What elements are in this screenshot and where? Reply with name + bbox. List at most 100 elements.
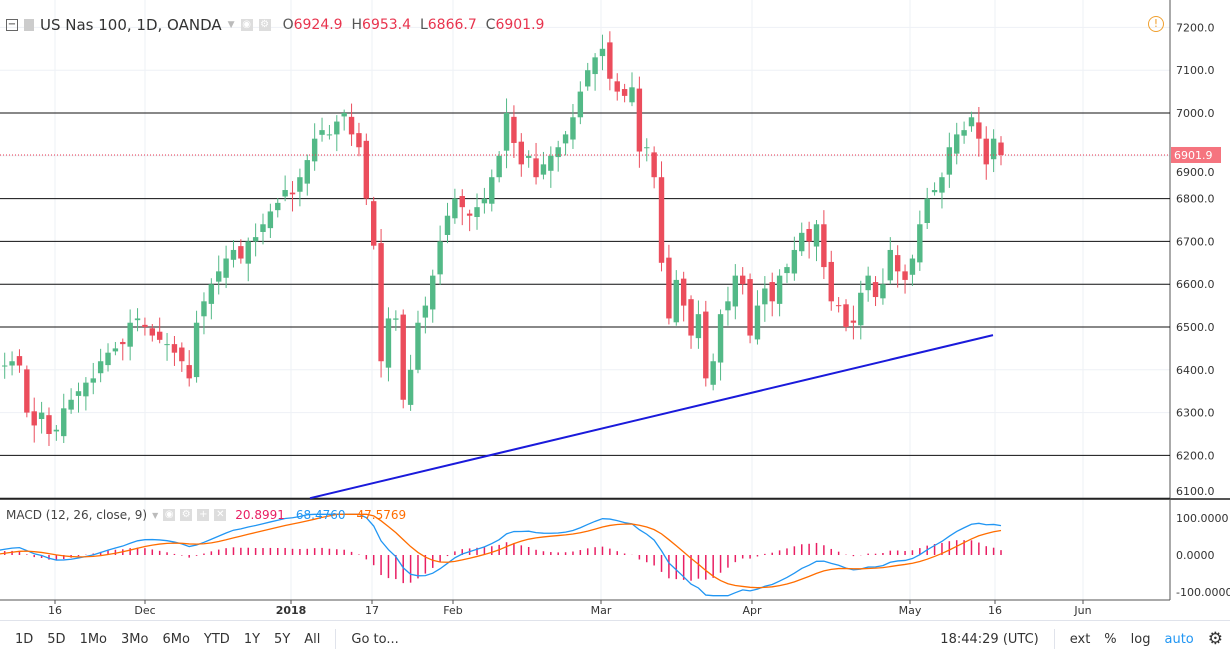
candle-body [386,318,391,367]
candle [142,318,147,336]
candle [947,133,952,188]
candle-body [423,306,428,318]
candle-body [762,288,767,304]
range-5y[interactable]: 5Y [267,632,297,647]
visibility-icon[interactable]: ◉ [163,509,175,521]
candle-body [570,117,575,139]
candle [223,246,228,288]
candle [305,155,310,196]
candle-body [710,361,715,385]
candle-body [474,207,479,217]
range-5d[interactable]: 5D [40,632,72,647]
macd-title[interactable]: MACD (12, 26, close, 9) [6,508,147,522]
candle-body [600,49,605,56]
candle [135,308,140,331]
range-6mo[interactable]: 6Mo [155,632,196,647]
goto-button[interactable]: Go to... [344,632,405,647]
candle [39,402,44,434]
range-1d[interactable]: 1D [8,632,40,647]
candle-body [541,164,546,174]
candle [592,53,597,91]
range-all[interactable]: All [297,632,327,647]
candle [216,256,221,295]
percent-toggle[interactable]: % [1097,632,1123,647]
flag-icon [24,19,34,31]
candle [430,270,435,323]
candle-body [187,365,192,378]
candle [910,255,915,286]
dropdown-icon[interactable]: ▼ [228,20,235,30]
candle [902,265,907,294]
price-chart[interactable]: 7200.07100.07000.06900.06800.06700.06600… [0,0,1230,620]
candle-body [622,89,627,96]
collapse-icon[interactable]: − [6,19,18,31]
last-price-label: 6901.9 [1174,149,1213,162]
candle-body [814,224,819,246]
candle-body [519,142,524,165]
range-1y[interactable]: 1Y [237,632,267,647]
candle [127,309,132,360]
candle-body [349,117,354,135]
candle-body [489,177,494,204]
candle [378,229,383,378]
range-ytd[interactable]: YTD [197,632,237,647]
candle-body [578,92,583,118]
candle-body [482,199,487,204]
candle [504,98,509,168]
candle [164,333,169,361]
ext-toggle[interactable]: ext [1063,632,1098,647]
range-1mo[interactable]: 1Mo [73,632,114,647]
candle-body [784,267,789,273]
log-toggle[interactable]: log [1124,632,1158,647]
candle-body [851,321,856,323]
candle [681,272,686,322]
dropdown-icon[interactable]: ▼ [152,511,158,520]
candle [54,425,59,441]
symbol-title[interactable]: US Nas 100, 1D, OANDA [40,16,222,34]
candle [814,220,819,261]
close-icon[interactable]: ✕ [214,509,226,521]
auto-toggle[interactable]: auto [1157,632,1200,647]
candle [253,223,258,256]
candle-body [688,299,693,335]
candle [762,276,767,322]
candle-body [83,383,88,397]
time-tick-label: Mar [591,604,612,617]
candle-body [511,117,516,143]
settings-gear-icon[interactable]: ⚙ [1201,629,1230,649]
candle [976,107,981,157]
candle-body [947,147,952,174]
candle-body [223,259,228,278]
macd-header: MACD (12, 26, close, 9) ▼ ◉ ⚙ + ✕ 20.899… [6,508,406,522]
alert-icon[interactable]: ! [1148,16,1164,32]
range-3mo[interactable]: 3Mo [114,632,155,647]
candle-body [755,306,760,340]
candle [696,300,701,348]
candle [268,204,273,238]
candle [83,377,88,410]
candle-body [275,203,280,210]
candle [917,211,922,271]
candle [489,169,494,211]
candle [408,355,413,411]
candle-body [98,361,103,373]
clock[interactable]: 18:44:29 (UTC) [933,632,1045,647]
candle [201,292,206,334]
candle-body [452,199,457,219]
candle [865,267,870,302]
candle [17,349,22,373]
candle-body [39,413,44,419]
macd-tick-label: 0.0000 [1176,549,1215,562]
candle-body [378,243,383,361]
candle [607,31,612,90]
candle [688,295,693,349]
visibility-icon[interactable]: ◉ [241,19,253,31]
candle-body [969,117,974,126]
candle-body [998,143,1003,155]
add-icon[interactable]: + [197,509,209,521]
time-tick-label: Apr [742,604,762,617]
candle-body [113,348,118,351]
settings-icon[interactable]: ⚙ [180,509,192,521]
candle-body [371,201,376,246]
settings-icon[interactable]: ⚙ [259,19,271,31]
